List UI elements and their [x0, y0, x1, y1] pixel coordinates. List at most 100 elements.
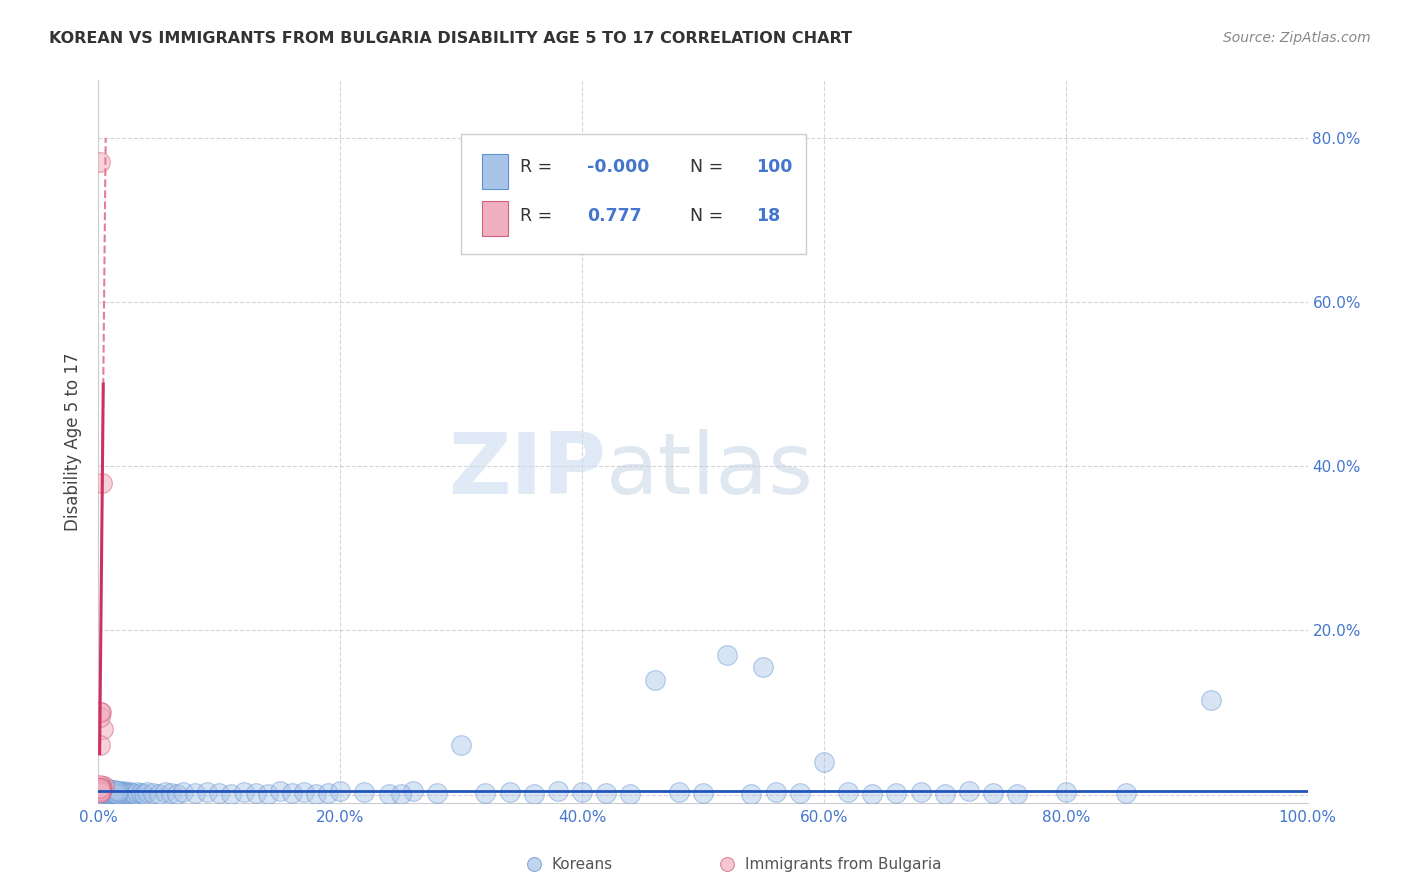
Point [195, 785, 218, 799]
Point [837, 785, 859, 799]
Point [184, 786, 207, 800]
Text: N =: N = [690, 207, 728, 225]
Text: KOREAN VS IMMIGRANTS FROM BULGARIA DISABILITY AGE 5 TO 17 CORRELATION CHART: KOREAN VS IMMIGRANTS FROM BULGARIA DISAB… [49, 31, 852, 46]
Point [90, 785, 112, 799]
Point [523, 857, 546, 871]
Point [981, 786, 1004, 800]
Point [104, 787, 127, 801]
Point [118, 787, 141, 801]
Point [910, 785, 932, 799]
Point [90, 784, 112, 798]
Point [127, 785, 149, 799]
Point [305, 787, 328, 801]
Point [160, 786, 183, 800]
Point [94, 786, 117, 800]
Point [316, 786, 339, 800]
Point [208, 786, 231, 800]
Point [89, 780, 111, 795]
Point [426, 786, 449, 800]
Point [281, 786, 304, 800]
Point [97, 785, 120, 799]
Point [108, 787, 131, 801]
Point [89, 778, 111, 792]
Text: 0.777: 0.777 [586, 207, 641, 225]
Point [716, 857, 738, 871]
Point [498, 785, 520, 799]
Point [256, 787, 278, 801]
FancyBboxPatch shape [482, 201, 509, 235]
Point [91, 785, 114, 799]
Text: Source: ZipAtlas.com: Source: ZipAtlas.com [1223, 31, 1371, 45]
Point [292, 785, 315, 799]
Point [886, 786, 908, 800]
Point [108, 784, 131, 798]
Point [232, 785, 254, 799]
Point [105, 785, 128, 799]
Point [101, 785, 124, 799]
Point [112, 784, 135, 798]
Point [153, 785, 176, 799]
Point [692, 786, 714, 800]
Point [105, 787, 128, 801]
Text: R =: R = [520, 158, 558, 176]
Text: 100: 100 [756, 158, 793, 176]
Point [957, 784, 980, 798]
Point [90, 783, 112, 797]
Point [595, 786, 617, 800]
Text: Immigrants from Bulgaria: Immigrants from Bulgaria [745, 856, 942, 871]
Point [166, 787, 188, 801]
Point [94, 784, 117, 798]
Point [668, 785, 690, 799]
Point [571, 785, 593, 799]
Point [98, 786, 121, 800]
Point [98, 781, 121, 796]
Point [402, 784, 425, 798]
Point [129, 786, 152, 800]
Point [111, 786, 134, 800]
Point [93, 780, 115, 794]
Point [377, 787, 399, 801]
Point [89, 709, 111, 723]
Point [142, 786, 165, 800]
Point [135, 785, 157, 799]
Point [91, 722, 114, 736]
Point [89, 783, 111, 797]
Point [90, 783, 112, 797]
Point [89, 155, 111, 169]
Point [1054, 785, 1077, 799]
Point [619, 787, 641, 801]
Point [269, 784, 291, 798]
Point [1007, 787, 1029, 801]
Point [547, 784, 569, 798]
Point [90, 785, 112, 799]
Point [96, 787, 118, 801]
Point [124, 787, 146, 801]
Point [100, 787, 122, 801]
Point [1115, 786, 1137, 800]
Point [1199, 693, 1222, 707]
FancyBboxPatch shape [461, 135, 806, 253]
Point [89, 785, 111, 799]
Point [245, 786, 267, 800]
Point [353, 785, 375, 799]
Point [813, 755, 835, 769]
Point [91, 782, 114, 797]
Point [97, 785, 120, 799]
Point [89, 739, 111, 753]
Point [115, 785, 138, 799]
Point [91, 783, 114, 797]
Text: N =: N = [690, 158, 728, 176]
Point [716, 648, 738, 662]
Point [91, 780, 114, 795]
FancyBboxPatch shape [482, 154, 509, 189]
Point [89, 781, 111, 796]
Point [934, 787, 956, 801]
Point [221, 787, 243, 801]
Point [110, 785, 132, 799]
Y-axis label: Disability Age 5 to 17: Disability Age 5 to 17 [65, 352, 83, 531]
Point [103, 786, 125, 800]
Text: ZIP: ZIP [449, 429, 606, 512]
Point [90, 783, 112, 797]
Point [93, 780, 115, 795]
Point [329, 784, 352, 798]
